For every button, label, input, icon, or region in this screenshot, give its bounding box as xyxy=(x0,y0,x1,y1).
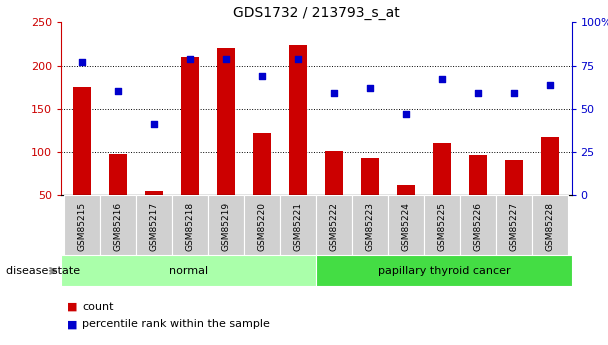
Bar xyxy=(541,137,559,195)
Bar xyxy=(61,255,316,286)
Point xyxy=(545,82,555,87)
Bar xyxy=(109,155,127,195)
Text: GSM85216: GSM85216 xyxy=(114,202,123,251)
Bar xyxy=(532,195,568,255)
Point xyxy=(293,56,303,61)
Text: GSM85220: GSM85220 xyxy=(258,202,267,251)
Bar xyxy=(433,143,451,195)
Bar xyxy=(136,195,172,255)
Bar xyxy=(64,195,100,255)
Bar xyxy=(145,190,164,195)
Text: GSM85226: GSM85226 xyxy=(474,202,483,251)
Bar xyxy=(280,195,316,255)
Bar xyxy=(505,159,523,195)
Title: GDS1732 / 213793_s_at: GDS1732 / 213793_s_at xyxy=(233,6,399,20)
Point xyxy=(77,59,87,65)
Point xyxy=(509,90,519,96)
Text: percentile rank within the sample: percentile rank within the sample xyxy=(82,319,270,329)
Bar xyxy=(217,48,235,195)
Text: disease state: disease state xyxy=(6,266,80,276)
Text: GSM85219: GSM85219 xyxy=(222,202,231,251)
Text: GSM85218: GSM85218 xyxy=(186,202,195,251)
Bar xyxy=(74,87,91,195)
Text: papillary thyroid cancer: papillary thyroid cancer xyxy=(378,266,510,276)
Bar xyxy=(253,133,271,195)
Point xyxy=(365,85,375,91)
Text: count: count xyxy=(82,302,114,312)
Text: GSM85222: GSM85222 xyxy=(330,202,339,251)
Text: GSM85221: GSM85221 xyxy=(294,202,303,251)
Point xyxy=(330,90,339,96)
Text: GSM85223: GSM85223 xyxy=(365,202,375,251)
Bar xyxy=(100,195,136,255)
Point xyxy=(221,56,231,61)
Text: GSM85227: GSM85227 xyxy=(510,202,519,251)
Bar xyxy=(244,195,280,255)
Point xyxy=(185,56,195,61)
Bar xyxy=(388,195,424,255)
Point xyxy=(473,90,483,96)
Point xyxy=(114,89,123,94)
Text: GSM85215: GSM85215 xyxy=(78,202,87,251)
Text: normal: normal xyxy=(169,266,208,276)
Bar xyxy=(496,195,532,255)
Text: GSM85217: GSM85217 xyxy=(150,202,159,251)
Bar xyxy=(469,155,487,195)
Bar xyxy=(316,195,352,255)
Point xyxy=(257,73,267,79)
Bar xyxy=(289,45,307,195)
Bar xyxy=(361,158,379,195)
Bar xyxy=(209,195,244,255)
Bar xyxy=(172,195,209,255)
Point xyxy=(401,111,411,117)
Bar xyxy=(316,255,572,286)
Text: ■: ■ xyxy=(67,302,77,312)
Point xyxy=(437,77,447,82)
Bar xyxy=(397,185,415,195)
Point xyxy=(150,121,159,127)
Text: GSM85228: GSM85228 xyxy=(545,202,554,251)
Bar xyxy=(424,195,460,255)
Text: GSM85224: GSM85224 xyxy=(401,202,410,251)
Bar xyxy=(181,57,199,195)
Bar xyxy=(352,195,388,255)
Text: GSM85225: GSM85225 xyxy=(438,202,446,251)
Text: ■: ■ xyxy=(67,319,77,329)
Bar xyxy=(460,195,496,255)
Bar xyxy=(325,151,343,195)
